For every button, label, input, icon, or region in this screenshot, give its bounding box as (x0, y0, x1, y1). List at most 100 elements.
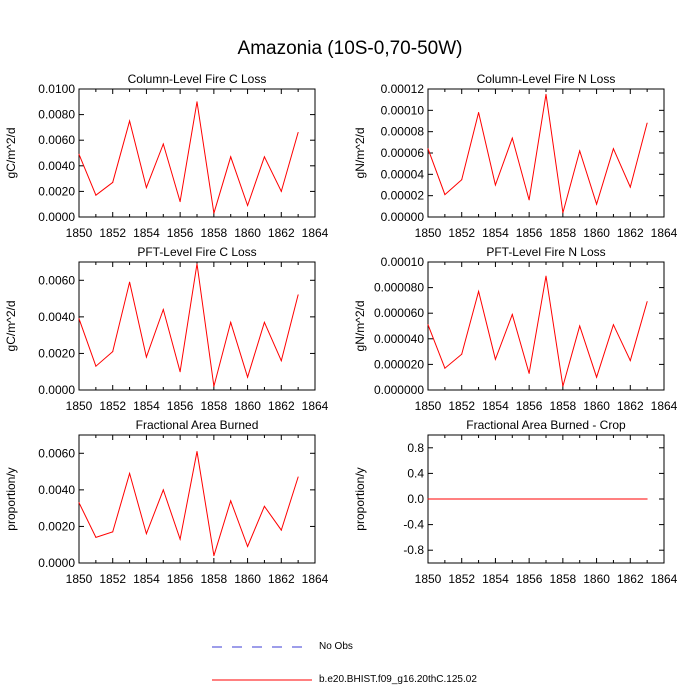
data-point-6 (511, 498, 513, 500)
x-tick-label-5: 1852 (99, 572, 126, 586)
data-point-3 (297, 294, 299, 296)
data-point-2 (646, 122, 648, 124)
x-tick-label-2: 1854 (482, 226, 509, 240)
plot-frame-4 (427, 261, 665, 391)
series-line-1 (78, 101, 299, 214)
data-point-4 (427, 324, 429, 326)
data-point-4 (545, 275, 547, 277)
x-tick-label-1: 1856 (167, 226, 194, 240)
x-tick-label-5: 1858 (201, 572, 228, 586)
data-point-3 (263, 321, 265, 323)
x-tick-label-3: 1854 (133, 399, 160, 413)
y-tick-label-3: 0.0000 (38, 383, 75, 397)
y-tick-label-2: 0.00012 (381, 82, 425, 96)
legend-series-line (212, 679, 312, 681)
data-point-6 (596, 498, 598, 500)
x-tick-label-5: 1850 (66, 572, 93, 586)
x-tick-label-2: 1862 (617, 226, 644, 240)
y-tick-label-1: 0.0060 (38, 133, 75, 147)
data-point-2 (629, 186, 631, 188)
data-point-1 (297, 132, 299, 134)
y-tick-label-1: 0.0020 (38, 184, 75, 198)
data-point-2 (461, 179, 463, 181)
x-tick-label-3: 1856 (167, 399, 194, 413)
x-tick-label-4: 1864 (651, 399, 678, 413)
y-tick-label-1: 0.0080 (38, 108, 75, 122)
data-point-3 (129, 281, 131, 283)
x-tick-label-4: 1854 (482, 399, 509, 413)
data-point-4 (612, 324, 614, 326)
data-point-5 (162, 489, 164, 491)
y-axis-label-6: proportion/y (353, 467, 367, 530)
data-point-5 (196, 450, 198, 452)
y-tick-label-3: 0.0040 (38, 310, 75, 324)
plot-title-3: PFT-Level Fire C Loss (137, 245, 256, 259)
data-point-4 (461, 353, 463, 355)
data-point-2 (545, 93, 547, 95)
series-line-2 (427, 94, 648, 213)
x-tick-label-3: 1864 (302, 399, 329, 413)
data-point-5 (129, 472, 131, 474)
data-point-6 (629, 498, 631, 500)
y-tick-label-2: 0.00002 (381, 189, 425, 203)
x-tick-label-6: 1854 (482, 572, 509, 586)
data-point-1 (162, 143, 164, 145)
data-point-6 (579, 498, 581, 500)
data-point-5 (112, 531, 114, 533)
data-point-1 (112, 181, 114, 183)
y-tick-label-6: -0.8 (403, 543, 424, 557)
y-axis-label-4: gN/m^2/d (353, 301, 367, 352)
data-point-4 (629, 360, 631, 362)
data-point-3 (78, 318, 80, 320)
data-point-2 (596, 203, 598, 205)
x-tick-label-4: 1852 (448, 399, 475, 413)
data-point-3 (213, 385, 215, 387)
data-point-2 (494, 184, 496, 186)
data-point-2 (562, 212, 564, 214)
plot-frame-3 (78, 261, 316, 391)
x-tick-label-6: 1862 (617, 572, 644, 586)
x-tick-label-3: 1852 (99, 399, 126, 413)
x-tick-label-4: 1858 (550, 399, 577, 413)
data-point-1 (129, 120, 131, 122)
plot-title-6: Fractional Area Burned - Crop (466, 418, 626, 432)
data-point-1 (179, 201, 181, 203)
data-point-5 (263, 505, 265, 507)
data-point-3 (112, 351, 114, 353)
data-point-3 (280, 360, 282, 362)
y-axis-label-1: gC/m^2/d (4, 128, 18, 179)
series-line-5 (78, 451, 299, 556)
y-tick-label-6: -0.4 (403, 518, 424, 532)
data-point-3 (179, 371, 181, 373)
x-tick-label-5: 1854 (133, 572, 160, 586)
x-tick-label-2: 1864 (651, 226, 678, 240)
x-tick-label-2: 1850 (415, 226, 442, 240)
data-point-1 (263, 156, 265, 158)
x-tick-label-1: 1852 (99, 226, 126, 240)
x-tick-label-4: 1856 (516, 399, 543, 413)
plot-title-5: Fractional Area Burned (136, 418, 259, 432)
x-tick-label-6: 1860 (583, 572, 610, 586)
y-axis-label-2: gN/m^2/d (353, 128, 367, 179)
data-point-5 (280, 529, 282, 531)
data-point-4 (494, 358, 496, 360)
y-tick-label-2: 0.00000 (381, 210, 425, 224)
x-tick-label-1: 1858 (201, 226, 228, 240)
x-tick-label-3: 1860 (234, 399, 261, 413)
y-tick-label-4: 0.000000 (374, 383, 424, 397)
data-point-5 (213, 555, 215, 557)
plot-title-1: Column-Level Fire C Loss (128, 72, 267, 86)
data-point-3 (95, 365, 97, 367)
data-point-3 (145, 356, 147, 358)
x-tick-label-1: 1854 (133, 226, 160, 240)
data-point-4 (579, 325, 581, 327)
y-tick-label-5: 0.0000 (38, 556, 75, 570)
data-point-5 (247, 546, 249, 548)
data-point-3 (162, 309, 164, 311)
data-point-1 (213, 212, 215, 214)
data-point-5 (145, 533, 147, 535)
data-point-6 (612, 498, 614, 500)
data-point-6 (478, 498, 480, 500)
x-tick-label-1: 1860 (234, 226, 261, 240)
x-tick-label-1: 1850 (66, 226, 93, 240)
